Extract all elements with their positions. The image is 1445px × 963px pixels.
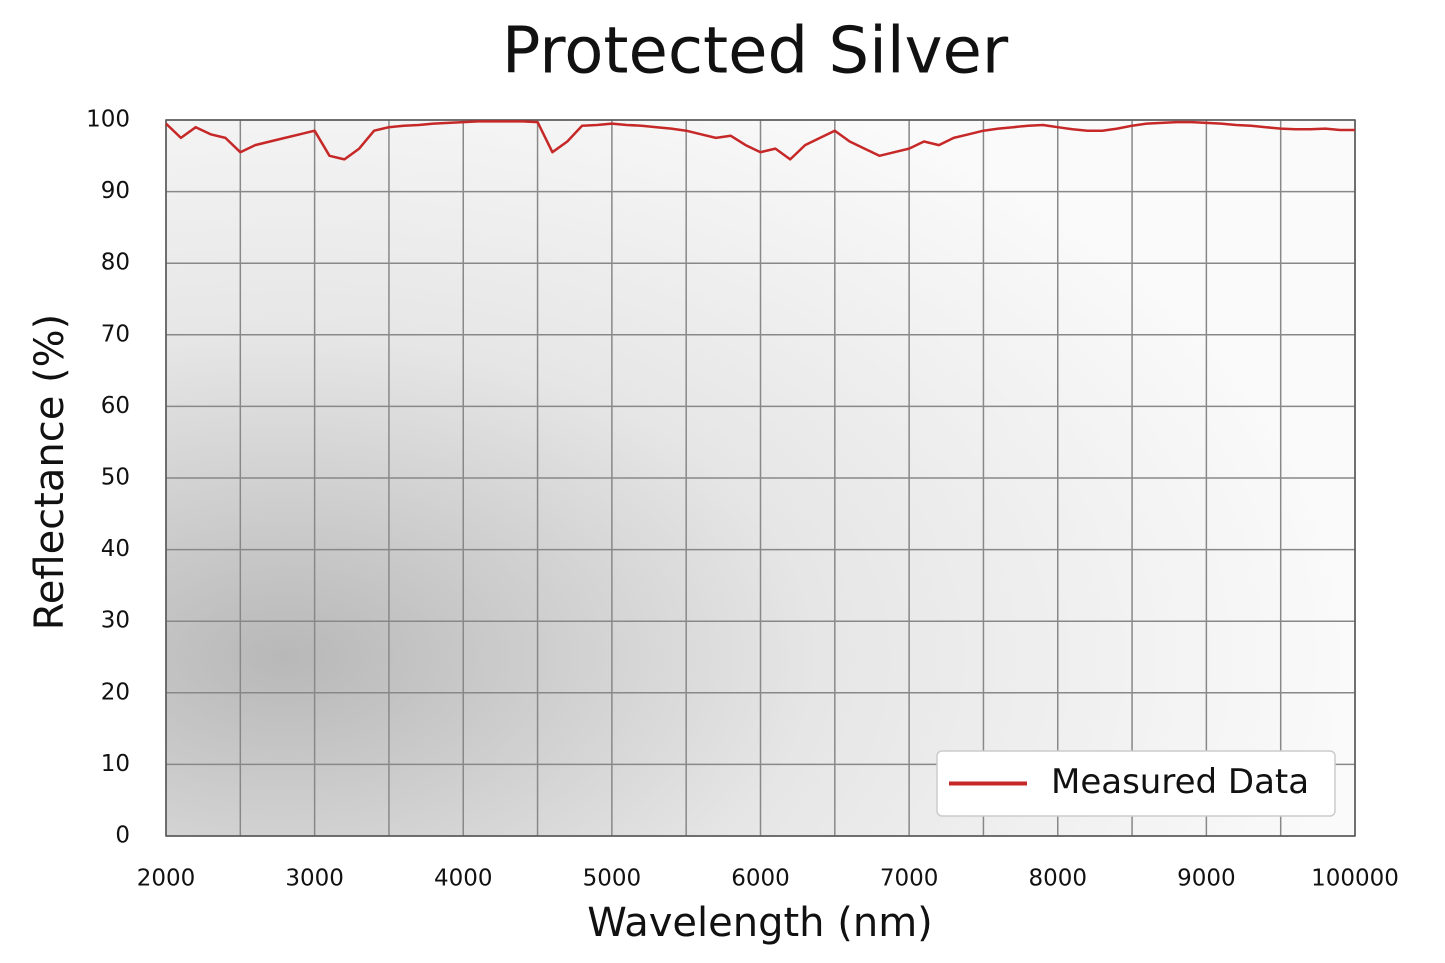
x-tick-label: 7000	[880, 866, 939, 892]
x-tick-label: 2000	[137, 866, 196, 892]
y-tick-label: 90	[101, 178, 130, 204]
y-tick-label: 40	[101, 536, 130, 562]
y-tick-label: 30	[101, 608, 130, 634]
x-tick-label: 5000	[583, 866, 642, 892]
y-axis-label: Reflectance (%)	[27, 314, 73, 630]
legend-label: Measured Data	[1051, 762, 1309, 802]
y-tick-label: 0	[115, 823, 130, 849]
x-tick-label: 9000	[1177, 866, 1236, 892]
data-line	[165, 120, 1355, 161]
y-tick-label: 100	[86, 107, 130, 133]
y-tick-label: 80	[101, 250, 130, 276]
y-tick-label: 60	[101, 393, 130, 419]
y-tick-label: 70	[101, 321, 130, 347]
legend: Measured Data	[936, 750, 1336, 817]
x-tick-label: 4000	[434, 866, 493, 892]
y-tick-label: 20	[101, 679, 130, 705]
x-tick-label: 100000	[1311, 866, 1399, 892]
x-tick-label: 6000	[731, 866, 790, 892]
legend-box	[936, 750, 1336, 817]
x-tick-label: 8000	[1028, 866, 1087, 892]
x-tick-label: 3000	[285, 866, 344, 892]
plot-frame	[165, 119, 1356, 837]
chart-title: Protected Silver	[502, 15, 1009, 89]
x-axis-label: Wavelength (nm)	[587, 900, 933, 946]
y-tick-label: 50	[101, 465, 130, 491]
y-tick-label: 10	[101, 751, 130, 777]
